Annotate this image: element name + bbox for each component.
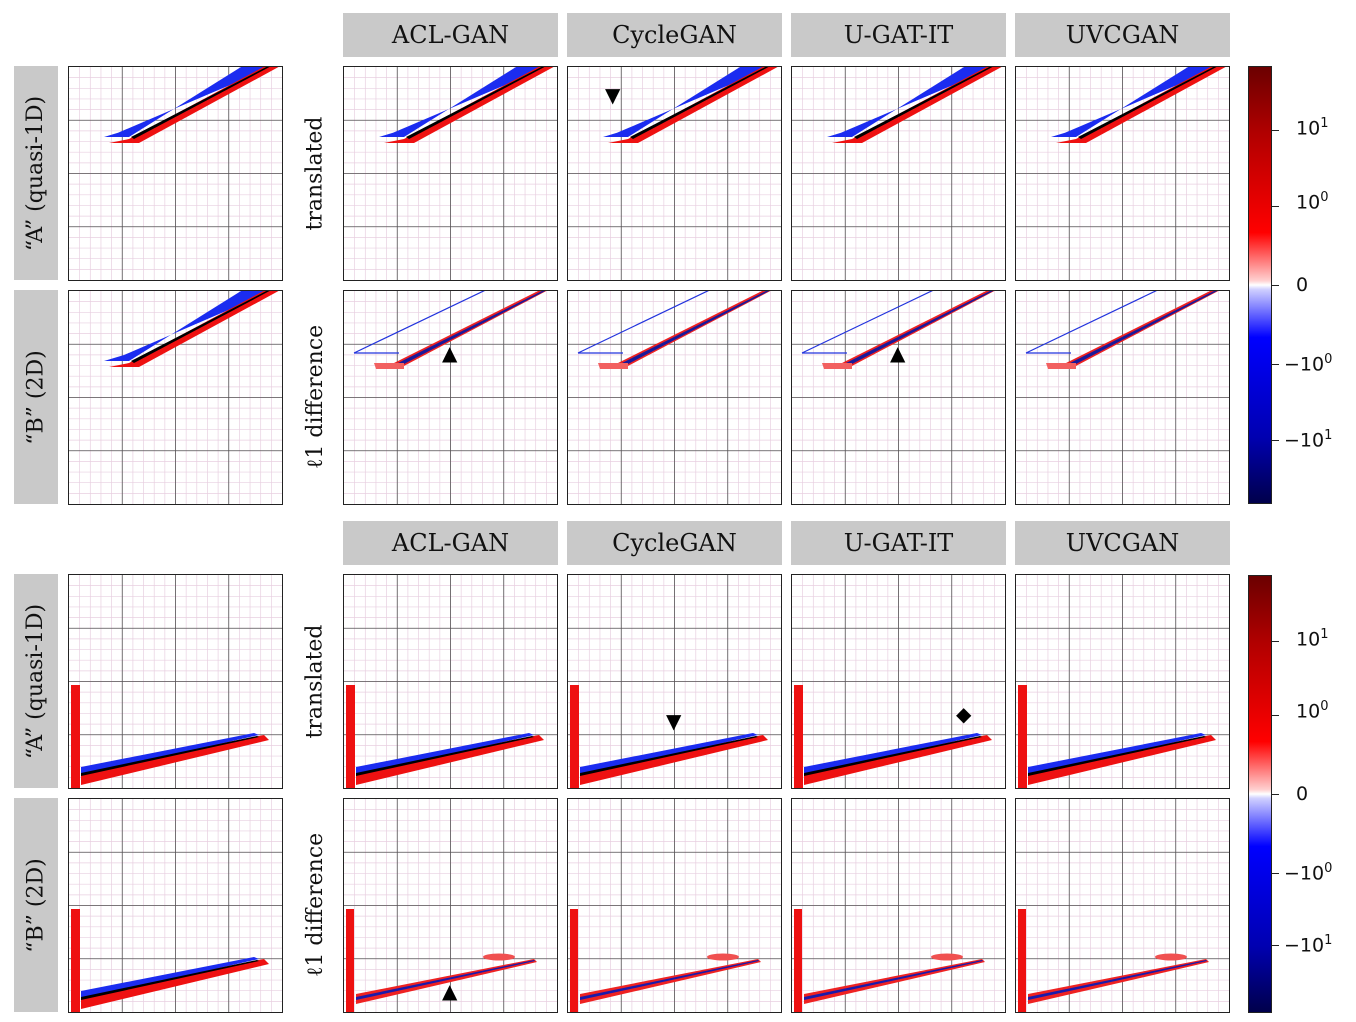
domain-panel [68, 798, 283, 1013]
track [346, 909, 537, 1012]
track [570, 909, 761, 1012]
column-header-ugatit: U-GAT-IT [791, 13, 1006, 57]
translated-panel [567, 66, 782, 281]
diamond-marker: ◆ [956, 702, 972, 726]
difference-panel [791, 290, 1006, 505]
track [1051, 67, 1226, 143]
column-header-aclgan: ACL-GAN [343, 13, 558, 57]
row-label-difference: ℓ1 difference [303, 324, 328, 470]
colorbar-tick: 100 [1296, 699, 1329, 723]
track [71, 909, 269, 1012]
panel-grid [69, 575, 282, 788]
translated-panel [1015, 66, 1230, 281]
domain-panel [68, 574, 283, 789]
track [827, 67, 1002, 143]
track [1018, 909, 1209, 1012]
column-header-uvcgan: UVCGAN [1015, 521, 1230, 565]
panel-grid [568, 575, 781, 788]
row-label-difference: ℓ1 difference [303, 832, 328, 978]
colorbar-tick: 101 [1296, 116, 1329, 140]
track [794, 909, 985, 1012]
column-header-uvcgan: UVCGAN [1015, 13, 1230, 57]
colorbar-tick: −101 [1284, 428, 1333, 452]
triangle-down-marker: ▼ [605, 83, 621, 107]
difference-panel [1015, 290, 1230, 505]
track [346, 685, 544, 788]
colorbar-bottom [1248, 575, 1272, 1013]
difference-panel [567, 798, 782, 1013]
colorbar-tick: −101 [1284, 933, 1333, 957]
row-label-translated: translated [302, 115, 328, 231]
panel-grid [792, 575, 1005, 788]
colorbar-tick: 101 [1296, 627, 1329, 651]
difference-panel [1015, 798, 1230, 1013]
colorbar-top [1248, 66, 1272, 504]
translated-panel [343, 574, 558, 789]
track [71, 685, 269, 788]
panel-grid [568, 291, 781, 504]
track [104, 67, 279, 143]
domain-label-a: “A” (quasi-1D) [14, 574, 58, 788]
panel-grid [1016, 291, 1229, 504]
domain-panel [68, 290, 283, 505]
panel-grid [1016, 67, 1229, 280]
panel-grid [792, 291, 1005, 504]
panel-grid [1016, 799, 1229, 1012]
difference-panel [791, 798, 1006, 1013]
colorbar-tick: 0 [1296, 783, 1309, 805]
track [104, 291, 279, 367]
track [577, 291, 771, 369]
track [794, 685, 992, 788]
track [379, 67, 554, 143]
panel-grid [792, 67, 1005, 280]
track [603, 67, 778, 143]
panel-grid [69, 67, 282, 280]
translated-panel [791, 66, 1006, 281]
domain-label-b: “B” (2D) [14, 290, 58, 504]
colorbar-tick: −100 [1284, 352, 1333, 376]
colorbar-tick: 0 [1296, 274, 1309, 296]
panel-grid [69, 291, 282, 504]
domain-panel [68, 66, 283, 281]
difference-panel [343, 290, 558, 505]
panel-grid [344, 67, 557, 280]
panel-grid [568, 799, 781, 1012]
triangle-down-marker: ▼ [666, 709, 682, 733]
column-header-aclgan: ACL-GAN [343, 521, 558, 565]
translated-panel [343, 66, 558, 281]
domain-label-b: “B” (2D) [14, 798, 58, 1012]
column-header-cyclegan: CycleGAN [567, 13, 782, 57]
row-label-translated: translated [302, 623, 328, 739]
column-header-cyclegan: CycleGAN [567, 521, 782, 565]
column-header-ugatit: U-GAT-IT [791, 521, 1006, 565]
panel-grid [792, 799, 1005, 1012]
triangle-up-marker: ▲ [442, 341, 458, 365]
translated-panel [1015, 574, 1230, 789]
translated-panel [791, 574, 1006, 789]
difference-panel [567, 290, 782, 505]
translated-panel [567, 574, 782, 789]
colorbar-tick: 100 [1296, 190, 1329, 214]
panel-grid [344, 799, 557, 1012]
track [801, 291, 995, 369]
triangle-up-marker: ▲ [442, 979, 458, 1003]
triangle-up-marker: ▲ [890, 341, 906, 365]
track [353, 291, 547, 369]
track [1025, 291, 1219, 369]
track [1018, 685, 1216, 788]
panel-grid [344, 575, 557, 788]
difference-panel [343, 798, 558, 1013]
colorbar-tick: −100 [1284, 861, 1333, 885]
track [570, 685, 768, 788]
domain-label-a: “A” (quasi-1D) [14, 66, 58, 280]
panel-grid [344, 291, 557, 504]
panel-grid [568, 67, 781, 280]
panel-grid [69, 799, 282, 1012]
